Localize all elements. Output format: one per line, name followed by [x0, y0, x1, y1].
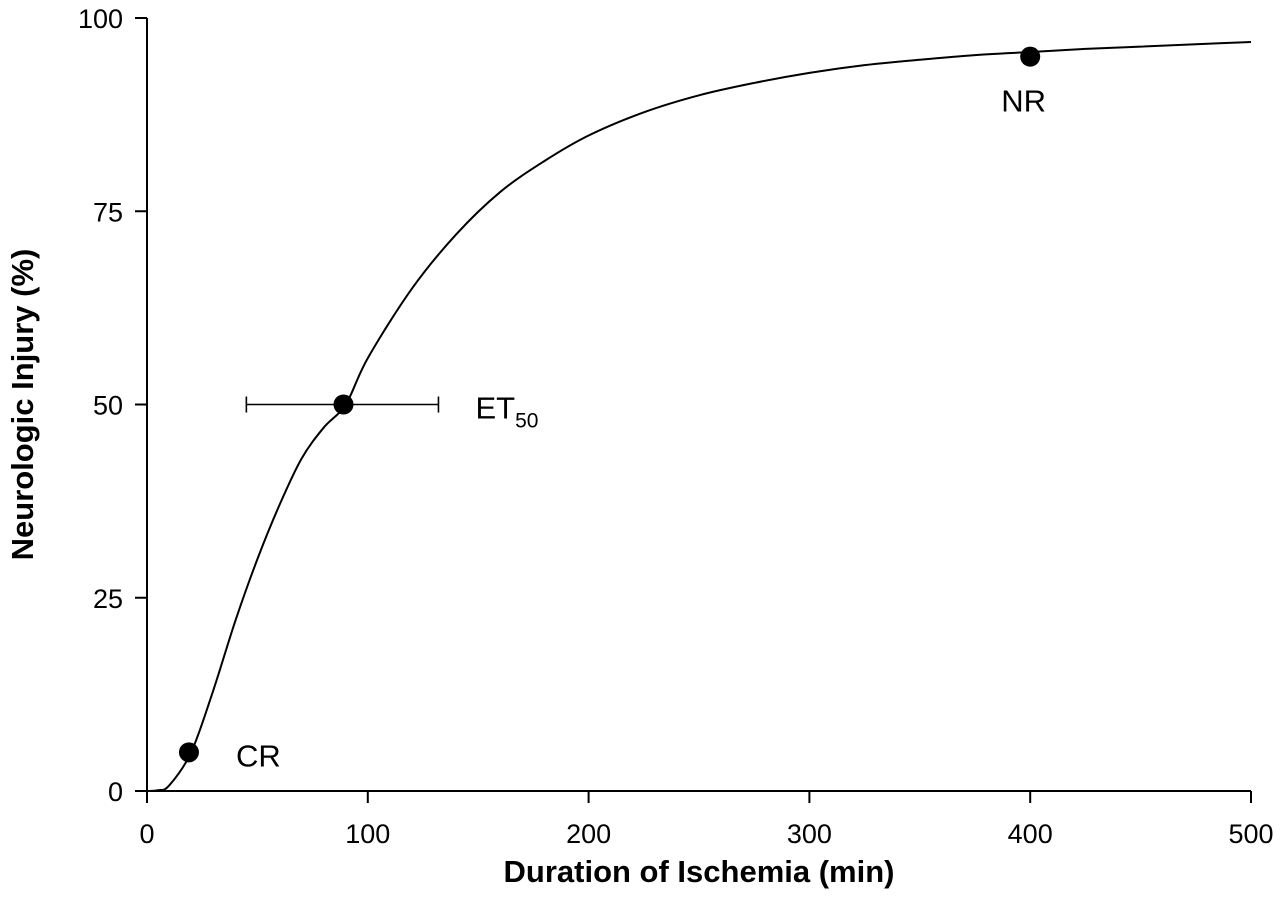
ticks: 0 100 200 300 400 500 0 25 50 75 100	[78, 4, 1274, 849]
point-label-subscript: 50	[515, 410, 538, 433]
x-tick-label: 500	[1228, 819, 1273, 849]
y-axis-title: Neurologic Injury (%)	[5, 249, 40, 561]
x-tick-label: 300	[787, 819, 832, 849]
x-tick-label: 0	[139, 819, 154, 849]
point-label-cr: CR	[236, 738, 281, 773]
data-points	[178, 46, 1041, 763]
point-label-nr: NR	[1001, 84, 1046, 119]
point-labels: CR ET50 NR	[236, 84, 1046, 774]
x-tick-label: 400	[1008, 819, 1053, 849]
y-tick-label: 0	[108, 777, 123, 807]
x-axis-title: Duration of Ischemia (min)	[504, 854, 895, 889]
y-tick-label: 25	[93, 584, 123, 614]
x-tick-label: 100	[345, 819, 390, 849]
data-point-nr	[1020, 46, 1041, 67]
data-point-et	[333, 394, 354, 415]
data-point-cr	[178, 742, 199, 763]
y-tick-label: 75	[93, 197, 123, 227]
fitted-curve	[146, 40, 1252, 792]
x-tick-label: 200	[566, 819, 611, 849]
y-tick-label: 100	[78, 4, 123, 34]
point-label-et: ET50	[476, 391, 539, 433]
y-tick-label: 50	[93, 391, 123, 421]
